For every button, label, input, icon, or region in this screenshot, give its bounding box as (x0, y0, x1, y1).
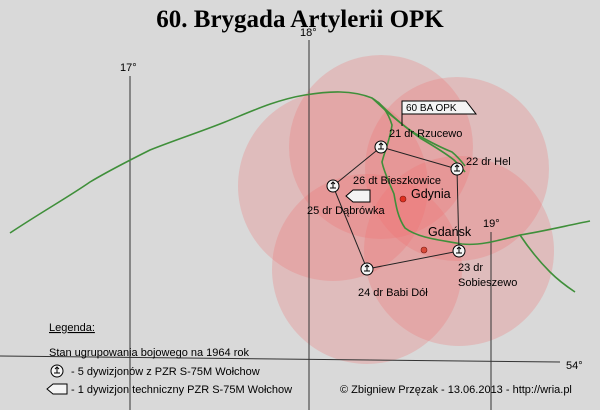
unit-label-dabrowka: 25 dr Dąbrówka (307, 205, 386, 217)
legend-item-tech: - 1 dywizjon techniczny PZR S-75M Wołcho… (71, 384, 292, 396)
meridian-label-18: 18° (300, 27, 317, 39)
legend-sam-site-icon (50, 364, 64, 378)
city-dot-gdansk (420, 246, 428, 254)
hq-label: 60 BA OPK (406, 103, 457, 114)
unit-label-sobieszewo-line1: 23 dr (458, 262, 483, 274)
sam-site-icon-dabrowka (326, 179, 340, 193)
sam-site-icon-hel (450, 162, 464, 176)
sam-site-icon-rzucewo (374, 140, 388, 154)
tech-unit-icon-bieszkowice (345, 189, 371, 203)
legend-item-sam: - 5 dywizjonów z PZR S-75M Wołchow (71, 366, 260, 378)
link-babi-dol-sobieszewo (366, 250, 460, 270)
link-rzucewo-dabrowka (332, 146, 382, 187)
city-label-gdansk: Gdańsk (428, 225, 472, 239)
link-dabrowka-babi-dol (332, 185, 368, 270)
meridian-label-17: 17° (120, 62, 137, 74)
unit-label-hel: 22 dr Hel (466, 156, 511, 168)
legend-tech-unit-icon (46, 383, 68, 395)
unit-label-babi-dol: 24 dr Babi Dół (358, 287, 428, 299)
mainland-coast (9, 91, 591, 246)
unit-label-rzucewo: 21 dr Rzucewo (389, 128, 462, 140)
sam-site-icon-babi-dol (360, 262, 374, 276)
page-title: 60. Brygada Artylerii OPK (156, 6, 444, 33)
link-rzucewo-hel (380, 146, 458, 170)
legend-title: Legenda: (49, 322, 95, 334)
meridian-label-19: 19° (483, 218, 500, 230)
unit-links (332, 146, 460, 270)
credit-text: © Zbigniew Przęzak - 13.06.2013 - http:/… (340, 384, 572, 396)
graticule (0, 40, 561, 410)
coastline (9, 91, 591, 293)
unit-label-sobieszewo-line2: Sobieszewo (458, 277, 517, 289)
legend-status: Stan ugrupowania bojowego na 1964 rok (49, 347, 249, 359)
city-label-gdynia: Gdynia (411, 187, 451, 201)
sam-site-icon-sobieszewo (452, 244, 466, 258)
parallel-label-54: 54° (566, 360, 583, 372)
unit-label-bieszkowice: 26 dt Bieszkowice (353, 175, 441, 187)
parallel-54 (0, 355, 561, 363)
link-hel-sobieszewo (456, 168, 460, 252)
city-dot-gdynia (399, 195, 407, 203)
vistula-lagoon-spit (519, 234, 576, 293)
range-circles (238, 55, 554, 364)
